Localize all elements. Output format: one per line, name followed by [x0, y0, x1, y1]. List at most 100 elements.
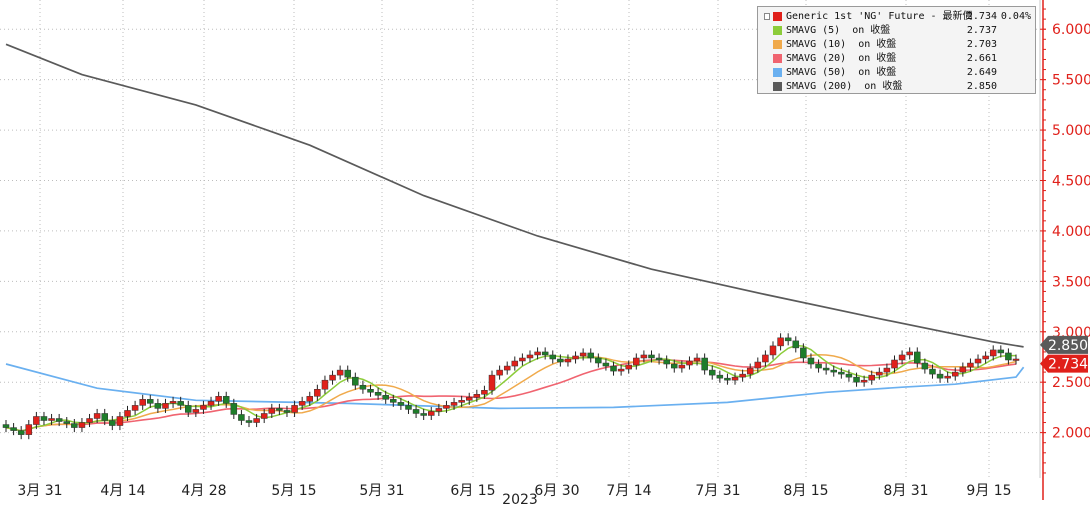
y-tick-label: 5.500 — [1052, 73, 1090, 89]
legend-row-sma20[interactable]: SMAVG (20) on 收盤 2.661 — [758, 52, 1035, 66]
candle-body — [822, 367, 830, 371]
candle-body — [473, 394, 481, 398]
candle-body — [633, 357, 640, 366]
candle-body — [321, 379, 329, 390]
candle-body — [739, 373, 746, 378]
candle-body — [496, 369, 503, 376]
swatch-icon — [773, 40, 782, 49]
collapse-icon[interactable] — [764, 13, 770, 20]
candle-body — [716, 374, 724, 379]
candle-body — [390, 399, 397, 403]
candle-body — [708, 369, 716, 376]
candle-body — [101, 413, 108, 421]
candle-body — [177, 401, 184, 406]
y-tick-label: 6.000 — [1052, 22, 1090, 38]
candle-body — [162, 403, 169, 409]
candle-body — [648, 354, 655, 359]
sma200-line — [5, 43, 1024, 348]
candle-body — [306, 396, 314, 402]
candle-body — [215, 396, 222, 402]
legend-row-ng[interactable]: Generic 1st 'NG' Future - 最新價 2.734 0.04… — [758, 10, 1035, 24]
candlesticks — [2, 333, 1020, 440]
candle-body — [989, 349, 997, 357]
y-axis: 2.0002.5003.0003.5004.0004.5005.0005.500… — [1040, 0, 1090, 500]
legend-row-sma200[interactable]: SMAVG (200) on 收盤 2.850 — [758, 80, 1035, 94]
candle-body — [511, 360, 519, 367]
legend-value: 2.734 — [966, 11, 997, 22]
candle-body — [503, 365, 511, 371]
candle-body — [336, 369, 344, 376]
x-tick-label: 6月 15 — [450, 483, 495, 499]
candle-body — [93, 413, 101, 419]
candle-body — [481, 390, 488, 395]
candle-body — [139, 399, 146, 406]
candle-body — [405, 405, 412, 410]
candle-body — [443, 405, 450, 409]
candle-body — [48, 418, 55, 421]
legend-value: 2.737 — [966, 25, 997, 36]
candle-body — [610, 365, 617, 372]
candle-body — [724, 377, 731, 381]
candle-body — [71, 423, 78, 428]
candle-body — [891, 359, 898, 369]
legend-row-sma10[interactable]: SMAVG (10) on 收盤 2.703 — [758, 38, 1035, 52]
candle-body — [914, 351, 921, 364]
sma20-polyline — [5, 358, 1017, 432]
last-price-tag — [1040, 335, 1088, 354]
candle-body — [746, 367, 754, 375]
candle-body — [192, 409, 200, 413]
candle-body — [564, 358, 572, 363]
candle-body — [245, 420, 253, 423]
candle-body — [671, 363, 678, 369]
candle-body — [595, 357, 602, 364]
candle-body — [291, 405, 298, 413]
legend: Generic 1st 'NG' Future - 最新價 2.734 0.04… — [757, 6, 1036, 94]
candle-body — [488, 374, 496, 391]
legend-change: 0.04% — [1000, 11, 1031, 22]
legend-name: Generic 1st 'NG' Future - 最新價 — [786, 11, 973, 22]
candle-body — [754, 361, 762, 369]
legend-name: SMAVG (5) on 收盤 — [786, 25, 891, 36]
candle-body — [63, 421, 71, 424]
candle-body — [147, 399, 154, 404]
candle-body — [602, 362, 610, 367]
candle-body — [412, 409, 420, 414]
candle-body — [207, 401, 215, 406]
swatch-icon — [773, 26, 782, 35]
candle-body — [86, 418, 93, 423]
candle-body — [534, 351, 541, 356]
y-tick-label: 2.000 — [1052, 426, 1090, 442]
sma50-line — [5, 363, 1025, 410]
candle-body — [762, 354, 769, 363]
candle-body — [17, 430, 25, 435]
candle-body — [792, 340, 800, 349]
last-price-label: 2.850 — [1048, 338, 1088, 354]
candle-body — [655, 357, 663, 361]
swatch-icon — [773, 68, 782, 77]
x-tick-label: 6月 30 — [534, 483, 579, 499]
candle-body — [374, 392, 382, 396]
x-tick-label: 4月 14 — [100, 483, 145, 499]
candle-body — [853, 376, 860, 383]
candle-body — [25, 424, 33, 435]
x-tick-label: 7月 14 — [606, 483, 651, 499]
candle-body — [579, 352, 587, 357]
candle-body — [876, 371, 883, 376]
candle-body — [367, 389, 374, 393]
candle-body — [906, 351, 913, 356]
legend-name: SMAVG (10) on 收盤 — [786, 39, 897, 50]
candle-body — [838, 371, 845, 375]
candle-body — [678, 364, 686, 369]
candle-body — [253, 418, 260, 423]
candle-body — [549, 354, 557, 360]
x-axis: 3月 31 4月 14 4月 28 5月 15 5月 31 6月 15 6月 30 7月 14… — [17, 483, 1011, 508]
legend-row-sma50[interactable]: SMAVG (50) on 收盤 2.649 — [758, 66, 1035, 80]
candle-body — [344, 369, 351, 378]
candle-body — [352, 376, 359, 386]
legend-name: SMAVG (200) on 收盤 — [786, 81, 903, 92]
sma50-polyline — [5, 363, 1025, 410]
candle-body — [78, 422, 86, 428]
legend-value: 2.661 — [966, 53, 997, 64]
legend-row-sma5[interactable]: SMAVG (5) on 收盤 2.737 — [758, 24, 1035, 38]
